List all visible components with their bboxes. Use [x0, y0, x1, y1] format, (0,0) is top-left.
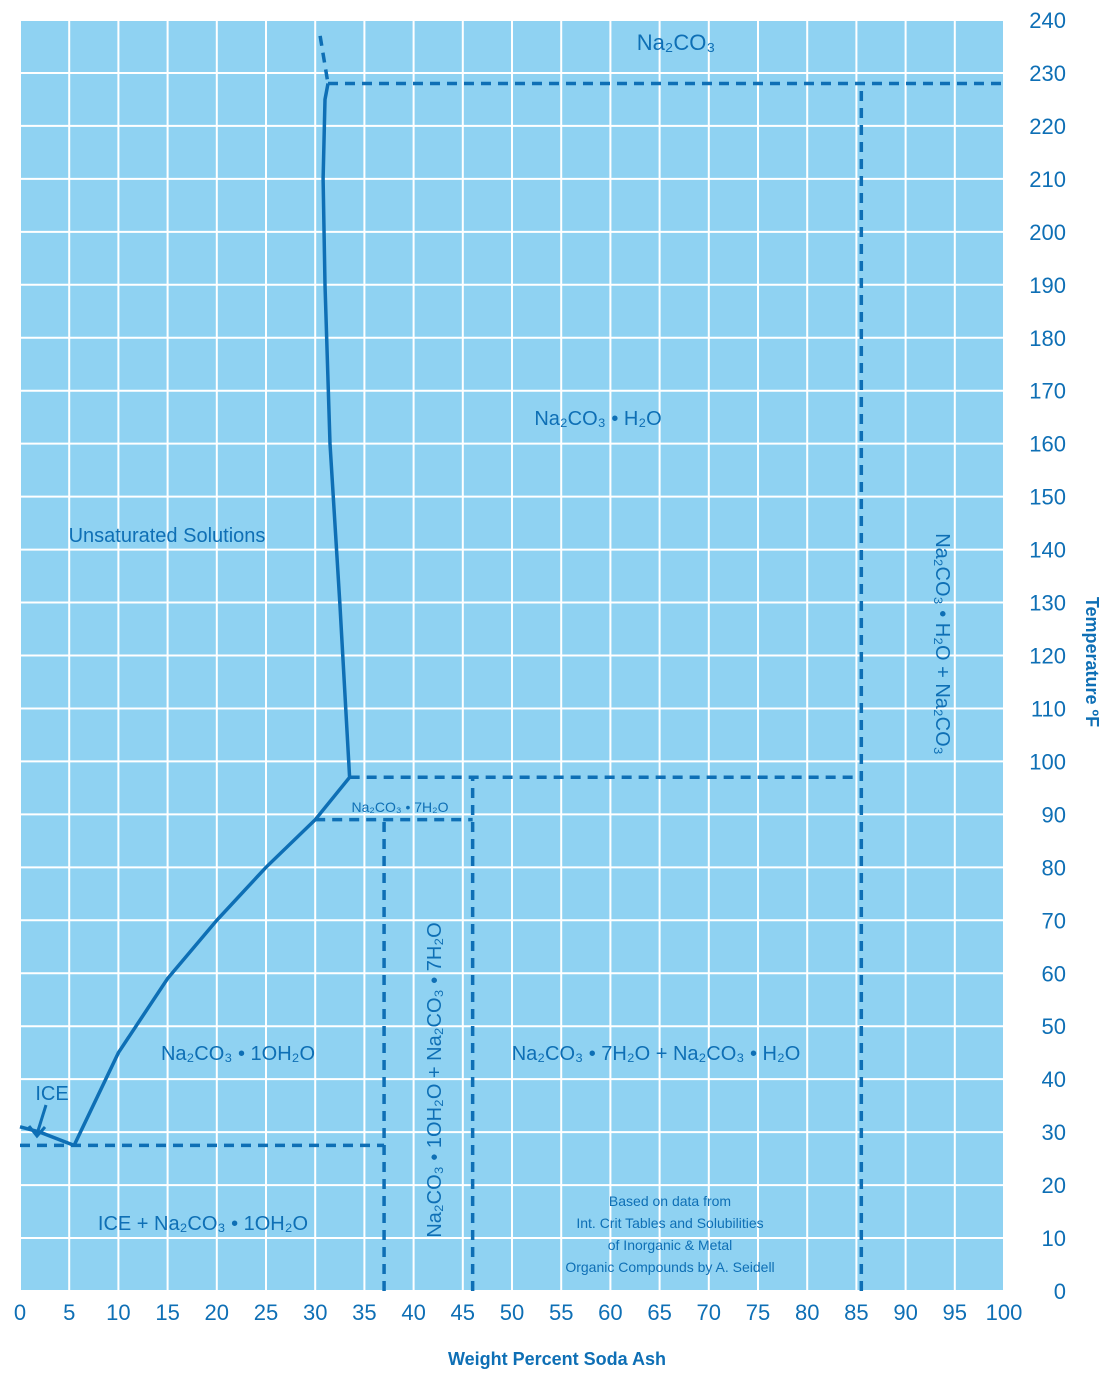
x-tick-label-14: 70 [697, 1300, 721, 1325]
y-tick-label-6: 60 [1042, 961, 1066, 986]
x-tick-label-1: 5 [63, 1300, 75, 1325]
y-tick-label-5: 50 [1042, 1014, 1066, 1039]
y-axis-title: Temperature ºF [1082, 597, 1102, 727]
x-tick-label-18: 90 [893, 1300, 917, 1325]
region-label-na2co3: Na₂CO₃ [637, 30, 716, 55]
y-tick-label-18: 180 [1029, 326, 1066, 351]
dashed-boundary-0 [318, 35, 330, 84]
y-tick-label-16: 160 [1029, 432, 1066, 457]
source-note-line-4: Organic Compounds by A. Seidell [565, 1259, 774, 1275]
x-tick-label-2: 10 [106, 1300, 130, 1325]
x-tick-label-17: 85 [844, 1300, 868, 1325]
x-tick-label-11: 55 [549, 1300, 573, 1325]
grid [19, 19, 1005, 1292]
source-note-line-2: Int. Crit Tables and Solubilities [576, 1215, 763, 1231]
x-tick-label-20: 100 [986, 1300, 1023, 1325]
y-tick-label-0: 0 [1054, 1279, 1066, 1304]
y-tick-label-8: 80 [1042, 855, 1066, 880]
x-tick-label-16: 80 [795, 1300, 819, 1325]
region-label-deca-plus-hepta: Na₂CO₃ • 1OH₂O + Na₂CO₃ • 7H₂O [424, 922, 446, 1237]
x-tick-label-12: 60 [598, 1300, 622, 1325]
y-tick-label-20: 200 [1029, 220, 1066, 245]
x-tick-label-6: 30 [303, 1300, 327, 1325]
y-tick-label-7: 70 [1042, 908, 1066, 933]
region-label-unsaturated: Unsaturated Solutions [69, 525, 266, 547]
y-tick-label-9: 90 [1042, 802, 1066, 827]
y-tick-label-13: 130 [1029, 591, 1066, 616]
region-label-heptahydrate: Na₂CO₃ • 7H₂O [352, 799, 449, 815]
x-tick-label-4: 20 [205, 1300, 229, 1325]
x-tick-label-3: 15 [155, 1300, 179, 1325]
region-label-ice-plus-deca: ICE + Na₂CO₃ • 1OH₂O [98, 1213, 308, 1235]
x-tick-label-0: 0 [14, 1300, 26, 1325]
x-axis-ticks: 0 5 10 15 20 25 30 35 40 45 50 55 60 65 70 75 80 85 90 95 10… [14, 1300, 1022, 1325]
y-tick-label-19: 190 [1029, 273, 1066, 298]
region-label-hepta-plus-mono: Na₂CO₃ • 7H₂O + Na₂CO₃ • H₂O [512, 1043, 801, 1065]
y-axis-ticks: 0 10 20 30 40 50 60 70 80 90 100 110 120 130 140 150 160… [1029, 8, 1066, 1304]
y-tick-label-14: 140 [1029, 538, 1066, 563]
y-tick-label-1: 10 [1042, 1226, 1066, 1251]
x-tick-label-7: 35 [352, 1300, 376, 1325]
solubility-curve [72, 83, 352, 1147]
x-tick-label-19: 95 [943, 1300, 967, 1325]
region-label-decahydrate: Na₂CO₃ • 1OH₂O [161, 1043, 315, 1065]
y-tick-label-22: 220 [1029, 114, 1066, 139]
region-label-mono-plus-anhydrous: Na₂CO₃ • H₂O + Na₂CO₃ [931, 533, 953, 755]
source-note-line-3: of Inorganic & Metal [608, 1237, 733, 1253]
x-tick-label-5: 25 [254, 1300, 278, 1325]
y-tick-label-3: 30 [1042, 1120, 1066, 1145]
y-tick-label-10: 100 [1029, 749, 1066, 774]
y-tick-label-23: 230 [1029, 61, 1066, 86]
y-tick-label-2: 20 [1042, 1173, 1066, 1198]
y-tick-label-24: 240 [1029, 8, 1066, 33]
y-tick-label-11: 110 [1031, 696, 1066, 721]
ice-pointer-arrow-icon [27, 1104, 48, 1139]
x-tick-label-10: 50 [500, 1300, 524, 1325]
region-label-monohydrate: Na₂CO₃ • H₂O [534, 408, 661, 430]
x-tick-label-8: 40 [401, 1300, 425, 1325]
x-axis-title: Weight Percent Soda Ash [448, 1349, 666, 1369]
y-tick-label-4: 40 [1042, 1067, 1066, 1092]
y-tick-label-15: 150 [1029, 485, 1066, 510]
phase-boundaries [20, 35, 1004, 1291]
x-tick-label-15: 75 [746, 1300, 770, 1325]
region-label-ice: ICE [35, 1083, 68, 1105]
x-tick-label-9: 45 [451, 1300, 475, 1325]
source-note-line-1: Based on data from [609, 1193, 731, 1209]
y-tick-label-12: 120 [1029, 644, 1066, 669]
x-tick-label-13: 65 [647, 1300, 671, 1325]
y-tick-label-21: 210 [1029, 167, 1066, 192]
y-tick-label-17: 170 [1029, 379, 1066, 404]
